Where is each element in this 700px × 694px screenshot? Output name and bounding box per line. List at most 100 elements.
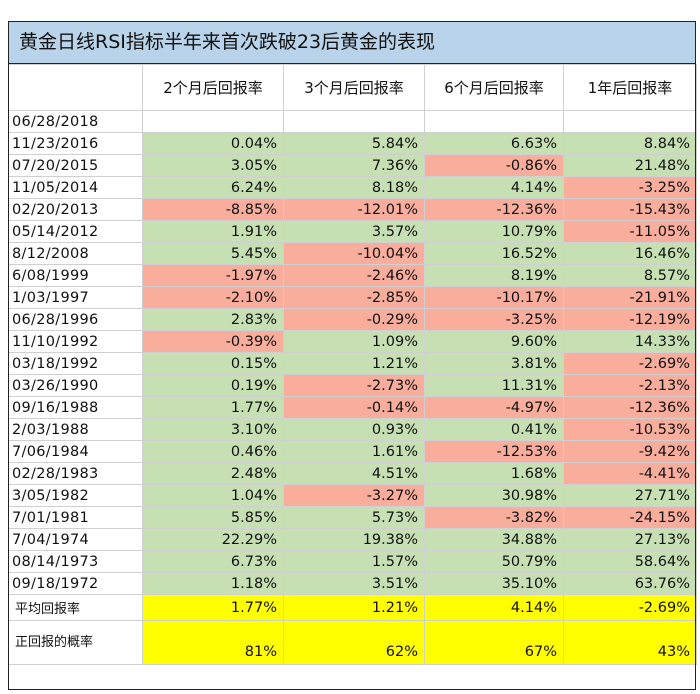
return-cell: 9.60%	[424, 330, 564, 353]
average-label: 平均回报率	[8, 594, 143, 621]
return-cell: 16.52%	[424, 242, 564, 265]
date-cell: 07/20/2015	[8, 154, 143, 177]
return-cell: 3.05%	[142, 154, 284, 177]
table-row: 7/04/1974 22.29% 19.38% 34.88% 27.13%	[8, 528, 697, 551]
return-cell: -0.39%	[142, 330, 284, 353]
return-cell: -3.25%	[424, 308, 564, 331]
column-header: 6个月后回报率	[424, 64, 564, 111]
return-cell: -3.25%	[563, 176, 697, 199]
column-header: 2个月后回报率	[142, 64, 284, 111]
return-cell	[142, 110, 284, 133]
return-cell: 4.51%	[283, 462, 425, 485]
table-row: 02/28/1983 2.48% 4.51% 1.68% -4.41%	[8, 462, 697, 485]
return-cell: 14.33%	[563, 330, 697, 353]
date-cell: 6/08/1999	[8, 264, 143, 287]
return-cell: 0.15%	[142, 352, 284, 375]
table-row: 05/14/2012 1.91% 3.57% 10.79% -11.05%	[8, 220, 697, 243]
return-cell: 1.21%	[283, 352, 425, 375]
table-row: 09/18/1972 1.18% 3.51% 35.10% 63.76%	[8, 572, 697, 595]
date-cell: 09/16/1988	[8, 396, 143, 419]
table-row: 03/26/1990 0.19% -2.73% 11.31% -2.13%	[8, 374, 697, 397]
date-cell: 06/28/1996	[8, 308, 143, 331]
return-cell: 6.24%	[142, 176, 284, 199]
return-cell: -4.97%	[424, 396, 564, 419]
return-cell: -8.85%	[142, 198, 284, 221]
return-cell: -12.36%	[424, 198, 564, 221]
average-cell: 4.14%	[424, 594, 564, 621]
column-header	[8, 64, 143, 111]
return-cell: -2.10%	[142, 286, 284, 309]
date-cell: 09/18/1972	[8, 572, 143, 595]
table-row: 2/03/1988 3.10% 0.93% 0.41% -10.53%	[8, 418, 697, 441]
return-cell: -21.91%	[563, 286, 697, 309]
probability-label: 正回报的概率	[8, 620, 143, 665]
return-cell: 1.09%	[283, 330, 425, 353]
date-cell: 7/04/1974	[8, 528, 143, 551]
table-row: 03/18/1992 0.15% 1.21% 3.81% -2.69%	[8, 352, 697, 375]
average-cell: 1.77%	[142, 594, 284, 621]
return-cell	[563, 110, 697, 133]
table-row: 09/16/1988 1.77% -0.14% -4.97% -12.36%	[8, 396, 697, 419]
date-cell: 7/01/1981	[8, 506, 143, 529]
return-cell: 34.88%	[424, 528, 564, 551]
return-cell: -12.19%	[563, 308, 697, 331]
return-cell: 5.45%	[142, 242, 284, 265]
date-cell: 11/05/2014	[8, 176, 143, 199]
date-cell: 06/28/2018	[8, 110, 143, 133]
return-cell: 5.73%	[283, 506, 425, 529]
return-cell: -2.69%	[563, 352, 697, 375]
return-cell: 2.48%	[142, 462, 284, 485]
return-cell: 1.68%	[424, 462, 564, 485]
average-cell: -2.69%	[563, 594, 697, 621]
return-cell: 2.83%	[142, 308, 284, 331]
table-row: 1/03/1997 -2.10% -2.85% -10.17% -21.91%	[8, 286, 697, 309]
return-cell: -12.01%	[283, 198, 425, 221]
return-cell: 11.31%	[424, 374, 564, 397]
return-cell: 0.41%	[424, 418, 564, 441]
return-cell: 8.19%	[424, 264, 564, 287]
returns-table: 2个月后回报率 3个月后回报率 6个月后回报率 1年后回报率 06/28/2018 11/…	[8, 64, 697, 665]
return-cell: 1.18%	[142, 572, 284, 595]
return-cell: 1.57%	[283, 550, 425, 573]
table-row: 06/28/1996 2.83% -0.29% -3.25% -12.19%	[8, 308, 697, 331]
header-row: 2个月后回报率 3个月后回报率 6个月后回报率 1年后回报率	[8, 64, 697, 111]
return-cell	[424, 110, 564, 133]
date-cell: 08/14/1973	[8, 550, 143, 573]
return-cell: 0.19%	[142, 374, 284, 397]
return-cell: 3.10%	[142, 418, 284, 441]
date-cell: 8/12/2008	[8, 242, 143, 265]
average-cell: 1.21%	[283, 594, 425, 621]
table-row: 11/10/1992 -0.39% 1.09% 9.60% 14.33%	[8, 330, 697, 353]
return-cell: -0.14%	[283, 396, 425, 419]
date-cell: 11/10/1992	[8, 330, 143, 353]
return-cell: 0.93%	[283, 418, 425, 441]
probability-cell: 81%	[142, 620, 284, 665]
return-cell: -2.73%	[283, 374, 425, 397]
return-cell: 27.71%	[563, 484, 697, 507]
table-row: 08/14/1973 6.73% 1.57% 50.79% 58.64%	[8, 550, 697, 573]
return-cell: -4.41%	[563, 462, 697, 485]
table-row: 8/12/2008 5.45% -10.04% 16.52% 16.46%	[8, 242, 697, 265]
date-cell: 3/05/1982	[8, 484, 143, 507]
return-cell: 21.48%	[563, 154, 697, 177]
return-cell: -24.15%	[563, 506, 697, 529]
return-cell: 4.14%	[424, 176, 564, 199]
table-row: 02/20/2013 -8.85% -12.01% -12.36% -15.43%	[8, 198, 697, 221]
column-header: 1年后回报率	[563, 64, 697, 111]
return-cell: 1.91%	[142, 220, 284, 243]
return-cell: 7.36%	[283, 154, 425, 177]
table-row: 11/05/2014 6.24% 8.18% 4.14% -3.25%	[8, 176, 697, 199]
return-cell: 1.04%	[142, 484, 284, 507]
return-cell: -10.17%	[424, 286, 564, 309]
table-row: 06/28/2018	[8, 110, 697, 133]
return-cell: -2.85%	[283, 286, 425, 309]
return-cell: -1.97%	[142, 264, 284, 287]
return-cell: 5.84%	[283, 132, 425, 155]
return-cell: -0.29%	[283, 308, 425, 331]
return-cell: -2.13%	[563, 374, 697, 397]
return-cell: 22.29%	[142, 528, 284, 551]
table-row: 7/01/1981 5.85% 5.73% -3.82% -24.15%	[8, 506, 697, 529]
return-cell: -2.46%	[283, 264, 425, 287]
date-cell: 03/18/1992	[8, 352, 143, 375]
return-cell: 5.85%	[142, 506, 284, 529]
